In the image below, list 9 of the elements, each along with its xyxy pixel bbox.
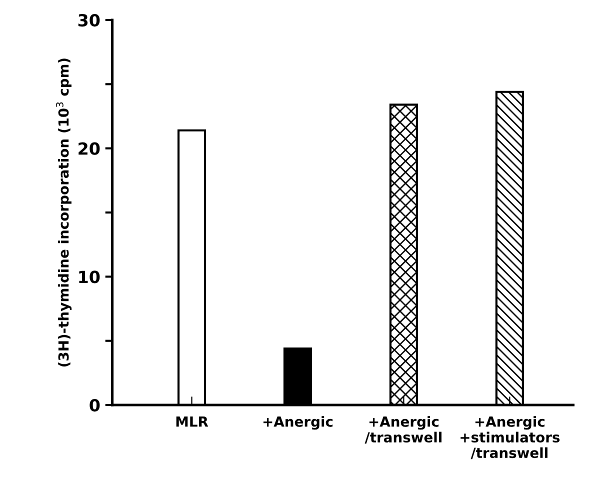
y-tick-label: 10	[79, 270, 100, 284]
y-tick-label: 0	[90, 398, 100, 412]
y-axis-title: (3H)-thymidine incorporation (10$^{3}$ cpm)	[56, 58, 72, 366]
x-tick-label: MLR	[176, 416, 208, 427]
y-tick-label: 30	[78, 14, 100, 27]
x-tick-label: +Anergic +stimulators /transwell	[460, 416, 560, 460]
x-tick-label: +Anergic /transwell	[364, 416, 442, 444]
y-tick-label: 20	[78, 142, 100, 155]
x-tick-label: +Anergic	[263, 416, 333, 430]
